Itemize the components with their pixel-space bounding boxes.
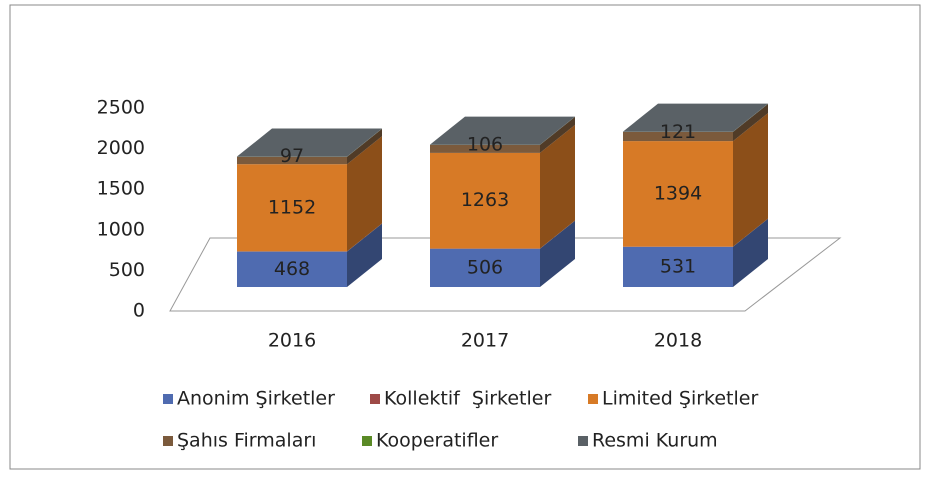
data-label: 106 <box>467 133 503 155</box>
bar-side <box>347 128 382 157</box>
data-label: 506 <box>467 256 503 278</box>
bar-side <box>347 136 382 252</box>
legend-swatch <box>578 436 588 446</box>
legend-label: Anonim Şirketler <box>177 388 335 410</box>
legend-label: Resmi Kurum <box>592 430 718 452</box>
bar-side <box>540 220 575 287</box>
bar-side <box>540 220 575 249</box>
legend-label: Şahıs Firmaları <box>177 430 316 452</box>
legend-label: Limited Şirketler <box>602 388 758 410</box>
bar-side <box>540 116 575 145</box>
y-tick-label: 1000 <box>97 218 145 240</box>
y-tick-label: 2000 <box>97 137 145 159</box>
y-tick-label: 2500 <box>97 97 145 119</box>
bar-side <box>540 116 575 153</box>
bar-side <box>733 103 768 132</box>
data-label: 531 <box>660 255 696 277</box>
bar-side <box>733 103 768 132</box>
data-label: 97 <box>280 145 304 167</box>
legend-swatch <box>588 394 598 404</box>
data-label: 1394 <box>654 182 702 204</box>
bar-side <box>540 124 575 249</box>
data-label: 121 <box>660 121 696 143</box>
bar-front <box>430 248 540 287</box>
bar-front <box>237 251 347 287</box>
bar-front <box>623 131 733 142</box>
legend-swatch <box>362 436 372 446</box>
y-tick-label: 500 <box>109 259 145 281</box>
data-label: 468 <box>274 258 310 280</box>
bar-side <box>347 223 382 252</box>
floor <box>169 237 842 312</box>
legend-swatch <box>370 394 380 404</box>
bar-front <box>430 152 540 249</box>
bar-top <box>237 128 382 157</box>
legend-swatch <box>163 394 173 404</box>
x-tick-label: 2017 <box>461 330 509 352</box>
bar-front <box>237 164 347 252</box>
bar-front <box>430 144 540 153</box>
bar-side <box>347 128 382 157</box>
legend-label: Kooperatifler <box>376 430 498 452</box>
bar-side <box>347 223 382 287</box>
bar-front <box>623 246 733 287</box>
bar-side <box>733 218 768 247</box>
bar-side <box>540 116 575 145</box>
bar-side <box>733 218 768 287</box>
data-label: 1263 <box>461 189 509 211</box>
data-label: 1152 <box>268 196 316 218</box>
legend-label: Kollektif Şirketler <box>384 388 551 410</box>
y-tick-label: 0 <box>133 300 145 322</box>
x-tick-label: 2016 <box>268 330 316 352</box>
legend-swatch <box>163 436 173 446</box>
bar-side <box>733 113 768 247</box>
bar-top <box>623 103 768 132</box>
bar-front <box>237 156 347 165</box>
bar-side <box>733 103 768 142</box>
bar-front <box>623 141 733 247</box>
y-tick-label: 1500 <box>97 178 145 200</box>
x-tick-label: 2018 <box>654 330 702 352</box>
bar-top <box>430 116 575 145</box>
bar-side <box>347 128 382 165</box>
